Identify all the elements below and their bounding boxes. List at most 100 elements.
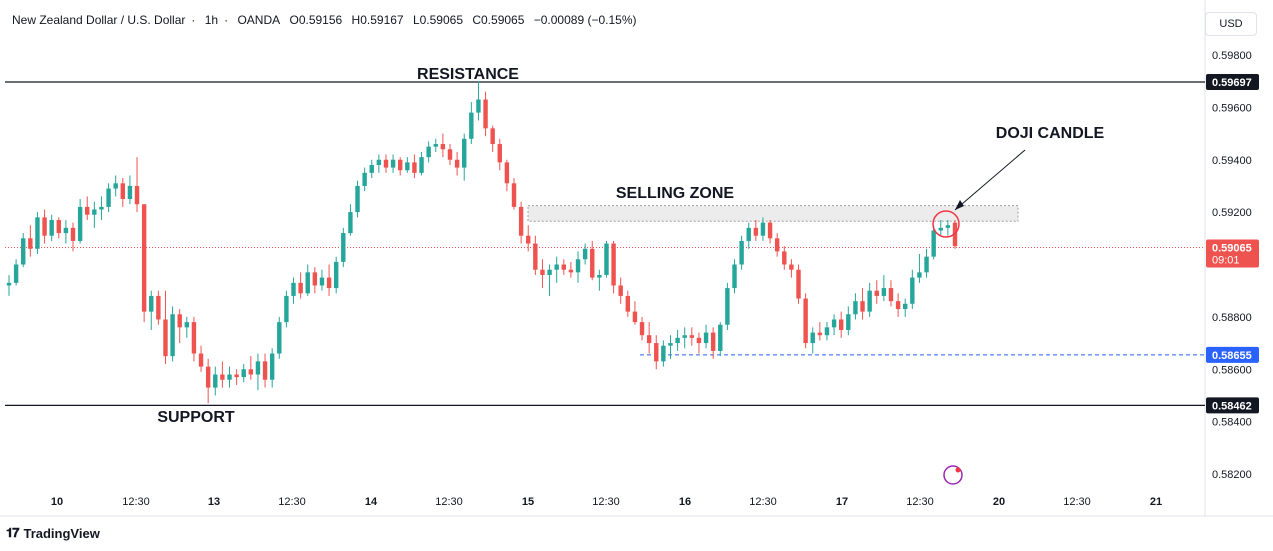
candle-body xyxy=(469,112,474,139)
candle-body xyxy=(874,290,879,296)
candle-body xyxy=(127,185,133,200)
x-tick-label: 21 xyxy=(1150,496,1162,508)
candle-body xyxy=(234,374,239,378)
candle-body xyxy=(262,361,268,380)
candle-body xyxy=(753,227,759,236)
candle-body xyxy=(397,159,403,171)
candle-body xyxy=(718,324,723,351)
candle-body xyxy=(405,162,410,171)
high-value: H0.59167 xyxy=(351,13,404,27)
candle-body xyxy=(590,248,595,278)
candle-body xyxy=(632,311,638,323)
y-tick-label: 0.59800 xyxy=(1212,50,1252,62)
candle-body xyxy=(511,183,517,207)
candle-body xyxy=(881,288,887,296)
lightning-icon xyxy=(943,465,963,485)
interval[interactable]: 1h xyxy=(204,13,219,27)
candle-body xyxy=(810,332,815,344)
candle-body xyxy=(362,172,367,186)
candle-body xyxy=(106,188,111,207)
candle-body xyxy=(220,374,225,380)
candle-body xyxy=(35,217,40,249)
candle-body xyxy=(355,185,360,213)
candle-body xyxy=(277,322,282,354)
candle-body xyxy=(725,288,730,325)
y-tick-label: 0.58800 xyxy=(1212,312,1252,324)
tradingview-logo[interactable]: 𝟏𝟕 TradingView xyxy=(6,525,100,541)
candle-body xyxy=(241,369,246,378)
y-tick-label: 0.59400 xyxy=(1212,155,1252,167)
candle-body xyxy=(291,282,296,296)
candle-body xyxy=(789,264,794,270)
candle-body xyxy=(597,274,602,278)
candle-body xyxy=(746,227,751,241)
candle-body xyxy=(21,238,26,265)
candle-body xyxy=(668,343,673,346)
tv-icon: 𝟏𝟕 xyxy=(6,525,20,540)
candle-body xyxy=(867,290,872,312)
candle-body xyxy=(163,319,168,357)
candle-body xyxy=(77,206,83,241)
candle-body xyxy=(547,269,552,275)
brand-name: TradingView xyxy=(23,525,100,541)
doji-arrow-line xyxy=(954,149,1026,211)
symbol-name[interactable]: New Zealand Dollar / U.S. Dollar xyxy=(12,13,186,27)
candle-body xyxy=(625,295,631,312)
candle-body xyxy=(568,269,574,273)
close-value: C0.59065 xyxy=(472,13,525,27)
candle-body xyxy=(348,212,353,234)
candle-body xyxy=(661,345,666,362)
candle-body xyxy=(49,219,54,236)
doji-arrow-head xyxy=(955,200,964,210)
candle-body xyxy=(184,322,190,328)
y-tick-label: 0.58200 xyxy=(1212,469,1252,481)
candle-body xyxy=(85,206,90,215)
candle-body xyxy=(611,243,616,286)
resistance-price-tag-bg xyxy=(1206,73,1259,90)
candle-body xyxy=(540,269,545,275)
candle-body xyxy=(604,243,609,275)
candle-body xyxy=(696,337,702,344)
candle-body xyxy=(433,144,438,147)
candle-body xyxy=(917,272,922,278)
candle-body xyxy=(945,225,951,228)
x-tick-label: 20 xyxy=(993,496,1005,508)
candle-body xyxy=(774,238,780,252)
last-price-tag-countdown: 09:01 xyxy=(1212,254,1240,266)
candle-body xyxy=(533,243,538,270)
candle-body xyxy=(732,264,737,289)
candle-body xyxy=(483,99,488,129)
candle-body xyxy=(305,272,310,294)
candle-body xyxy=(462,138,467,168)
candle-body xyxy=(938,227,943,231)
candle-body xyxy=(284,295,289,323)
candle-body xyxy=(319,277,325,286)
candle-body xyxy=(92,209,97,215)
candle-body xyxy=(191,322,197,354)
candle-body xyxy=(376,159,382,165)
last-price-tag-bg xyxy=(1206,239,1259,268)
candle-body xyxy=(561,264,567,270)
candle-body xyxy=(639,322,645,336)
candle-body xyxy=(924,256,929,273)
candle-body xyxy=(782,251,787,265)
candle-body xyxy=(824,327,830,336)
candle-body xyxy=(383,159,389,168)
candle-body xyxy=(269,353,275,380)
candle-body xyxy=(476,99,481,113)
doji-label: DOJI CANDLE xyxy=(996,125,1105,142)
support-price-tag-bg xyxy=(1206,397,1259,414)
low-value: L0.59065 xyxy=(412,13,463,27)
candle-body xyxy=(326,277,332,289)
candle-body xyxy=(582,248,588,260)
x-tick-label: 12:30 xyxy=(749,496,777,508)
candle-body xyxy=(141,204,147,312)
x-tick-label: 14 xyxy=(365,496,378,508)
selling-zone-label: SELLING ZONE xyxy=(616,185,735,202)
x-tick-label: 13 xyxy=(208,496,220,508)
candle-body xyxy=(803,298,808,344)
candle-body xyxy=(910,277,915,304)
candle-body xyxy=(575,259,581,273)
candle-body xyxy=(426,146,431,158)
